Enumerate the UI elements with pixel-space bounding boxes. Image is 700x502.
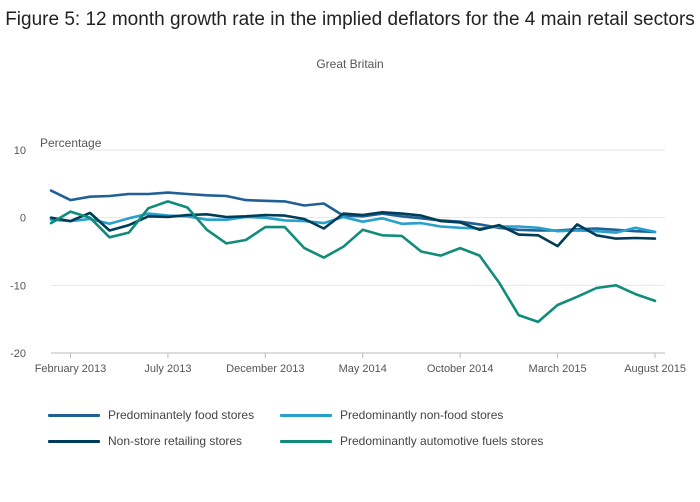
legend-item-fuels[interactable]: Predominantly automotive fuels stores	[280, 434, 543, 448]
x-tick-label: February 2013	[35, 363, 107, 375]
chart-title: Figure 5: 12 month growth rate in the im…	[5, 9, 695, 30]
legend-item-non-food[interactable]: Predominantly non-food stores	[280, 408, 503, 422]
x-tick-label: August 2015	[624, 363, 686, 375]
x-tick-label: July 2013	[144, 363, 191, 375]
series-line-0[interactable]	[49, 189, 657, 234]
chart-subtitle: Great Britain	[316, 57, 384, 71]
x-tick-label: May 2014	[339, 363, 387, 375]
series-line-2[interactable]	[49, 211, 657, 248]
legend-label: Predominantly automotive fuels stores	[340, 434, 544, 448]
legend-item-food[interactable]: Predominantely food stores	[48, 408, 254, 422]
y-tick-label: 10	[14, 145, 26, 157]
legend-swatch	[48, 439, 100, 443]
y-tick-label: -10	[10, 280, 26, 292]
series-line-3[interactable]	[49, 200, 657, 324]
y-tick-label: -20	[10, 348, 26, 360]
legend-label: Predominantely food stores	[108, 408, 255, 422]
legend-swatch	[280, 439, 332, 443]
x-tick-label: December 2013	[226, 363, 304, 375]
y-tick-label: 0	[20, 213, 26, 225]
legend-swatch	[280, 413, 332, 417]
legend-label: Predominantly non-food stores	[340, 408, 504, 422]
x-tick-label: October 2014	[427, 363, 494, 375]
y-axis-label: Percentage	[40, 136, 102, 150]
legend-swatch	[48, 413, 100, 417]
series-line-1[interactable]	[49, 212, 657, 234]
legend-label: Non-store retailing stores	[108, 434, 243, 448]
x-tick-label: March 2015	[529, 363, 587, 375]
legend-item-non-store[interactable]: Non-store retailing stores	[48, 434, 242, 448]
